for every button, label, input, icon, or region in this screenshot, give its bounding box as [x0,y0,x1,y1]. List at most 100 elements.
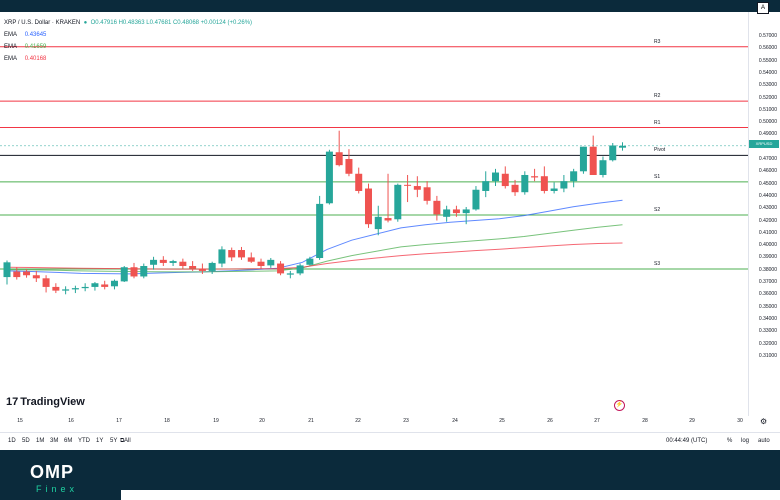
candle-body [364,188,372,225]
tradingview-mark-icon: 17 [6,396,19,408]
indicator-value: 0.40168 [24,56,47,62]
candle-body [609,145,617,161]
price-tick-label: 0.34000 [758,315,777,322]
candle-body [218,249,226,264]
candle-body [619,145,627,148]
tradingview-wordmark: TradingView [20,396,85,408]
omp-logo: OMP [30,462,75,482]
range-button-all[interactable]: All [124,438,131,444]
candle-body [325,151,333,204]
indicator-row[interactable]: EMA 0.43645 [4,29,252,41]
auto-toggle[interactable]: auto [758,438,770,444]
candle-body [296,265,304,274]
candle-body [189,266,197,269]
plot-area[interactable]: R3 R2 R1 Pivot S1 S2 S3 XRP / U.S. Dollar · KR… [0,12,748,416]
indicator-value: 0.41659 [24,44,47,50]
price-tick-label: 0.55000 [758,57,777,64]
indicator-row[interactable]: EMA 0.41659 [4,41,252,53]
time-tick-label: 21 [308,418,314,424]
candle-body [521,174,529,193]
range-button-5y[interactable]: 5Y [110,438,118,444]
candle-body [71,288,79,290]
candle-body [42,278,50,287]
candle-body [316,203,324,259]
candle-body [91,283,99,287]
candle-body [384,218,392,221]
range-button-1y[interactable]: 1Y [96,438,104,444]
candle-body [120,267,128,282]
price-tick-label: 0.54000 [758,69,777,76]
candle-body [257,261,265,267]
time-tick-label: 28 [642,418,648,424]
price-tick-label: 0.41000 [758,229,777,236]
lightning-icon[interactable]: ⚡ [614,400,625,411]
time-tick-label: 17 [116,418,122,424]
price-tick-label: 0.52000 [758,94,777,101]
candle-body [550,188,558,191]
time-tick-label: 24 [452,418,458,424]
candle-body [394,184,402,220]
price-tick-label: 0.44000 [758,192,777,199]
range-button-6m[interactable]: 6M [64,438,73,444]
level-label-s2: S2 [654,206,661,213]
price-axis[interactable]: A 0.57000 0.56000 0.55000 0.54000 0.53000 0.5… [748,2,780,416]
range-button-5d[interactable]: 5D [22,438,30,444]
ema-line-2 [6,242,623,270]
indicator-row[interactable]: EMA 0.40168 [4,53,252,65]
percent-toggle[interactable]: % [727,438,733,444]
range-button-1d[interactable]: 1D [8,438,16,444]
chart-panel[interactable]: R3 R2 R1 Pivot S1 S2 S3 XRP / U.S. Dollar · KR… [0,2,780,451]
candlestick-chart[interactable] [0,12,748,416]
ema-line-0 [6,199,623,275]
candle-body [472,189,480,210]
price-tick-label: 0.38000 [758,266,777,273]
candle-body [501,173,509,187]
tradingview-logo[interactable]: 17 TradingView [6,396,85,408]
gear-icon[interactable]: ⚙ [760,417,768,426]
candle-body [511,184,519,193]
date-range-icon[interactable]: ⧉ [120,438,125,444]
price-tick-label: 0.49000 [758,131,777,138]
candle-body [443,209,451,217]
price-tick-label: 0.45000 [758,180,777,187]
market-status-dot-icon: ● [81,20,89,26]
range-button-ytd[interactable]: YTD [78,438,90,444]
symbol-row[interactable]: XRP / U.S. Dollar · KRAKEN ● O0.47916 H0… [4,17,252,29]
level-label-s1: S1 [654,173,661,180]
price-tick-label: 0.47000 [758,156,777,162]
chart-legend: XRP / U.S. Dollar · KRAKEN ● O0.47916 H0… [4,17,252,65]
candle-body [570,171,578,182]
log-toggle[interactable]: log [741,438,750,444]
candle-body [374,216,382,230]
price-tick-label: 0.46000 [758,168,777,175]
price-tick-label: 0.50000 [758,119,777,126]
price-tick-label: 0.42000 [758,217,777,224]
price-tick-label: 0.33000 [758,328,777,335]
candle-body [169,261,177,263]
candle-body [110,280,118,287]
candle-body [23,271,31,276]
time-tick-label: 29 [689,418,695,424]
utc-clock[interactable]: 00:44:49 (UTC) [666,438,708,444]
indicator-name: EMA [4,44,18,50]
candle-body [140,266,148,277]
candle-body [237,250,245,258]
time-tick-label: 19 [213,418,219,424]
candle-body [404,184,412,186]
candle-body [62,289,70,291]
range-button-3m[interactable]: 3M [50,438,59,444]
price-tick-label: 0.53000 [758,82,777,89]
ema-line-1 [6,224,623,273]
price-scale-settings-icon[interactable]: A [757,2,769,14]
symbol-title[interactable]: XRP / U.S. Dollar · KRAKEN [4,20,81,26]
range-button-1m[interactable]: 1M [36,438,45,444]
candle-body [345,159,353,174]
omp-logo-subtitle: Finex [36,484,79,494]
time-axis[interactable]: 15 16 17 18 19 20 21 22 23 24 25 26 27 28 29 30 [0,416,748,426]
price-tick-label: 0.32000 [758,340,777,347]
price-tick-label: 0.36000 [758,291,777,298]
candle-body [277,263,285,274]
candle-body [286,273,294,275]
candle-body [101,284,109,287]
